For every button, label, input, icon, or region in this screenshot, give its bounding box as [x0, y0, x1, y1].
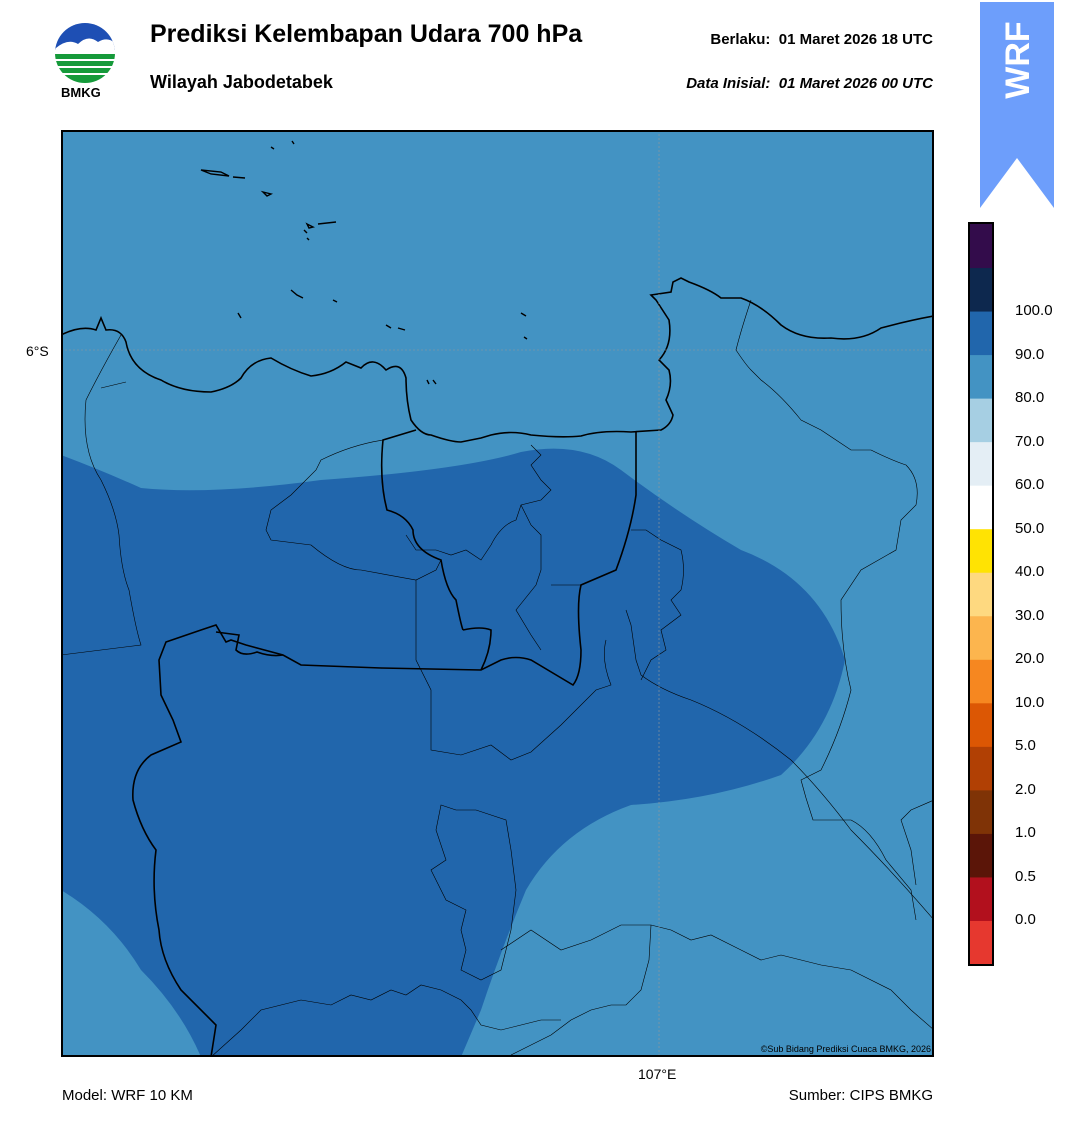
colorbar-label: 40.0 — [1015, 563, 1045, 581]
colorbar-box — [970, 659, 992, 704]
humidity-map: ©Sub Bidang Prediksi Cuaca BMKG, 2026 — [61, 130, 934, 1057]
colorbar-box — [970, 876, 992, 921]
valid-value: 01 Maret 2026 18 UTC — [778, 31, 933, 48]
page-title: Prediksi Kelembapan Udara 700 hPa — [150, 20, 583, 48]
colorbar-label: 100.0 — [1015, 302, 1053, 320]
colorbar-box — [970, 572, 992, 617]
wrf-badge-text: WRF — [999, 21, 1037, 98]
colorbar-label: 10.0 — [1015, 693, 1045, 711]
lat-tick-label: 6°S — [26, 343, 49, 359]
colorbar-label: 30.0 — [1015, 606, 1045, 624]
colorbar-box — [970, 789, 992, 834]
colorbar — [968, 222, 994, 966]
colorbar-box — [970, 398, 992, 443]
district-borders — [63, 299, 932, 1055]
humidity-band-80-90 — [63, 448, 845, 1055]
init-time: Data Inisial: 01 Maret 2026 00 UTC — [686, 75, 933, 92]
model-info: Model: WRF 10 KM — [62, 1087, 193, 1104]
colorbar-label: 0.0 — [1015, 911, 1036, 929]
colorbar-label: 20.0 — [1015, 650, 1045, 668]
logo-text: BMKG — [61, 85, 101, 100]
init-value: 01 Maret 2026 00 UTC — [778, 75, 933, 92]
colorbar-box — [970, 528, 992, 573]
colorbar-box — [970, 354, 992, 399]
colorbar-label: 80.0 — [1015, 389, 1045, 407]
province-borders — [132, 429, 637, 1055]
colorbar-box — [970, 441, 992, 486]
thousand-islands — [200, 140, 528, 385]
valid-time: Berlaku: 01 Maret 2026 18 UTC — [710, 31, 933, 48]
colorbar-box — [970, 702, 992, 747]
page-subtitle: Wilayah Jabodetabek — [150, 72, 333, 92]
valid-label: Berlaku: — [710, 31, 771, 48]
colorbar-label: 70.0 — [1015, 432, 1045, 450]
colorbar-label: 5.0 — [1015, 737, 1036, 755]
colorbar-label: 90.0 — [1015, 345, 1045, 363]
init-label: Data Inisial: — [686, 75, 771, 92]
colorbar-label: 50.0 — [1015, 519, 1045, 537]
wrf-badge: WRF — [980, 2, 1054, 208]
colorbar-label: 0.5 — [1015, 867, 1036, 885]
colorbar-box — [970, 920, 992, 965]
colorbar-box — [970, 311, 992, 356]
colorbar-label: 60.0 — [1015, 476, 1045, 494]
map-frame — [61, 130, 934, 1057]
colorbar-box — [970, 485, 992, 530]
lon-tick-label: 107°E — [638, 1066, 677, 1082]
colorbar-frame — [968, 222, 994, 966]
colorbar-box — [970, 746, 992, 791]
colorbar-box — [970, 615, 992, 660]
bmkg-logo — [55, 23, 115, 83]
colorbar-label: 2.0 — [1015, 780, 1036, 798]
map-copyright: ©Sub Bidang Prediksi Cuaca BMKG, 2026 — [761, 1044, 931, 1054]
source-info: Sumber: CIPS BMKG — [788, 1087, 933, 1104]
colorbar-label: 1.0 — [1015, 824, 1036, 842]
colorbar-box — [970, 833, 992, 878]
colorbar-box — [970, 224, 992, 269]
colorbar-box — [970, 267, 992, 312]
